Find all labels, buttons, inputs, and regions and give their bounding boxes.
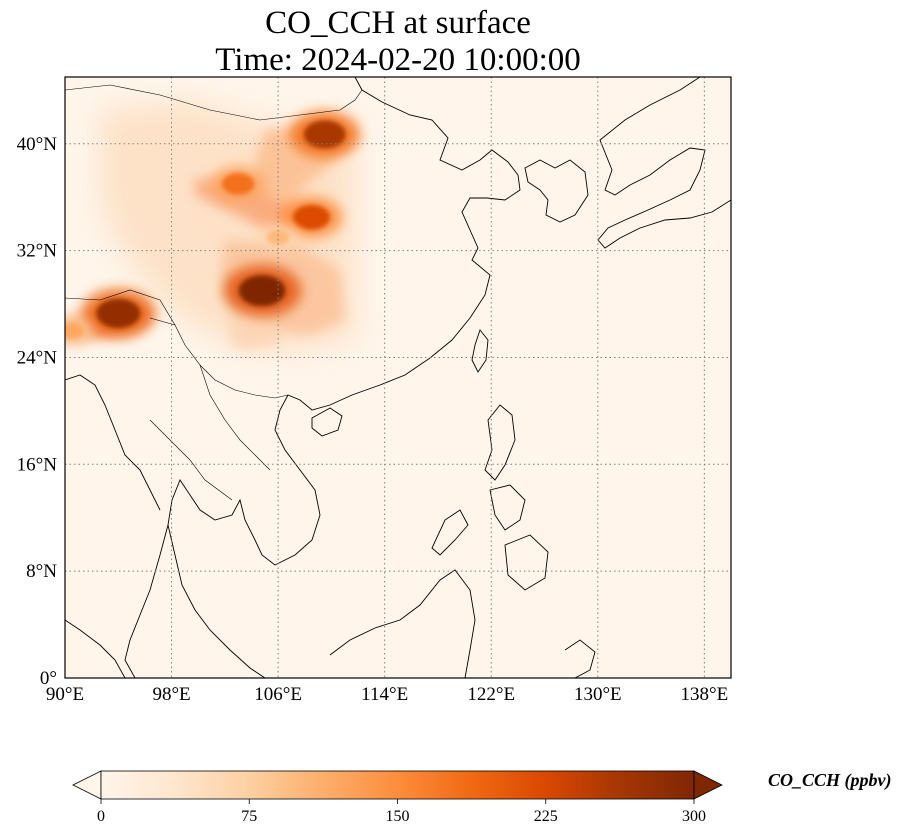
hotspot-central-plume (259, 224, 298, 250)
coast-malay (124, 524, 169, 678)
colorbar-tick-label: 75 (241, 808, 257, 825)
coast-sumatra (65, 619, 126, 678)
coast-taiwan (471, 329, 489, 373)
map-plot-area (65, 77, 731, 678)
coastlines (65, 77, 731, 678)
y-tick-label: 32°N (17, 241, 58, 262)
x-tick-label: 90°E (46, 684, 84, 705)
colorbar-label: CO_CCH (ppbv) (768, 770, 892, 790)
coast-hainan (311, 407, 343, 437)
colorbar-tick-label: 150 (386, 808, 410, 825)
border-india (65, 289, 176, 326)
colorbar: 0 75 150 225 300 (72, 770, 723, 825)
x-tick-label: 98°E (152, 684, 190, 705)
hotspot-ningxia-gansu (211, 165, 266, 202)
colorbar-gradient (100, 770, 695, 800)
hotspot-sichuan-basin (223, 264, 302, 317)
border-thailand (149, 419, 233, 501)
coast-luzon (484, 404, 516, 481)
coast-palawan (431, 509, 469, 556)
x-axis-ticks: 90°E 98°E 106°E 114°E 122°E 130°E 138°E (46, 684, 728, 705)
gridlines (65, 77, 731, 678)
x-tick-label: 130°E (574, 684, 622, 705)
x-tick-label: 114°E (361, 684, 408, 705)
map-frame (64, 76, 732, 679)
colorbar-tick-label: 0 (97, 808, 105, 825)
coast-eastindonesia (564, 639, 596, 678)
x-tick-label: 122°E (467, 684, 515, 705)
coast-japan (597, 77, 731, 249)
y-tick-label: 40°N (17, 134, 58, 155)
y-tick-label: 0° (40, 668, 57, 689)
map-title-line2: Time: 2024-02-20 10:00:00 (215, 42, 581, 78)
hotspot-shaanxi (280, 196, 343, 238)
coast-korea (524, 159, 589, 223)
border-mongolia (65, 84, 363, 121)
y-tick-label: 16°N (17, 454, 58, 475)
coast-borneo (329, 569, 476, 678)
coast-visayas (489, 484, 526, 531)
colorbar-tick-label: 225 (534, 808, 558, 825)
coast-mindanao (504, 534, 549, 591)
x-tick-label: 106°E (254, 684, 302, 705)
y-tick-label: 8°N (26, 561, 57, 582)
coast-myanmar (65, 374, 161, 511)
border-laos (199, 364, 271, 471)
y-axis-ticks: 0° 8°N 16°N 24°N 32°N 40°N (17, 134, 58, 689)
colorbar-extend-min (72, 770, 102, 800)
y-tick-label: 24°N (17, 347, 58, 368)
hotspot-bangladesh (65, 316, 93, 345)
hotspots (65, 111, 360, 345)
x-tick-label: 138°E (681, 684, 729, 705)
colorbar-tick-label: 300 (682, 808, 706, 825)
coast-indochina (167, 394, 321, 678)
border-southwest-china (149, 317, 289, 399)
concentration-field (65, 100, 360, 350)
hotspot-northeast-india (81, 288, 156, 339)
map-title-line1: CO_CCH at surface (265, 5, 531, 41)
colorbar-extend-max (693, 770, 723, 800)
hotspot-inner-mongolia (289, 111, 360, 158)
colorbar-ticks: 0 75 150 225 300 (97, 799, 706, 825)
coast-china-east (287, 77, 521, 411)
